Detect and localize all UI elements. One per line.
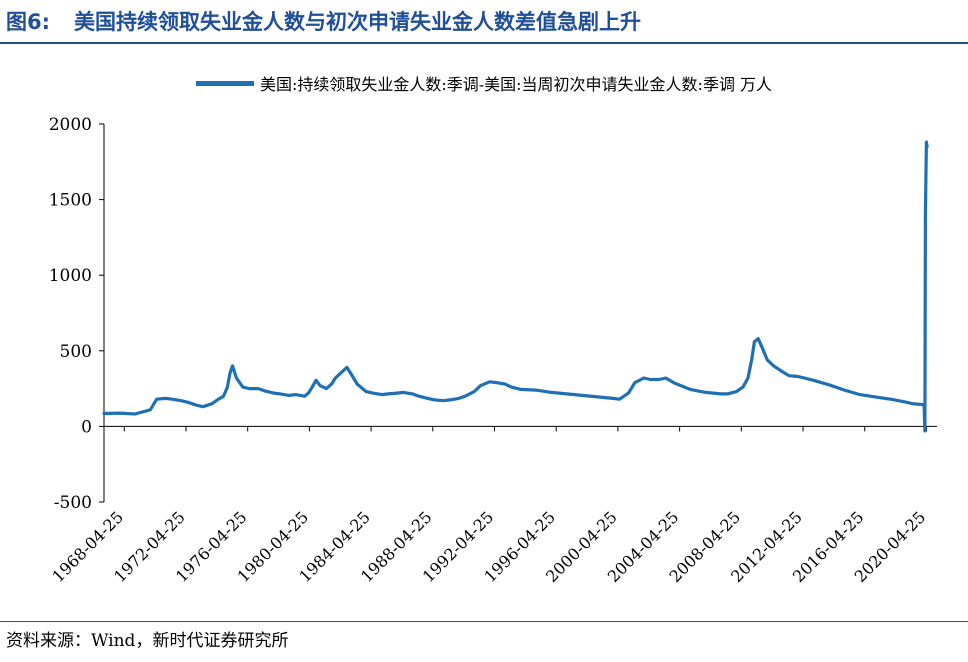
figure-number: 图6:: [6, 10, 51, 34]
source-note: 资料来源：Wind，新时代证券研究所: [6, 631, 289, 651]
y-axis: -500 0 500 1000 1500 2000: [49, 115, 105, 513]
y-tick-label: 500: [60, 342, 92, 362]
legend-label: 美国:持续领取失业金人数:季调-美国:当周初次申请失业金人数:季调 万人: [259, 75, 773, 94]
line-chart: -500 0 500 1000 1500 2000 1968-04-251972-04-2…: [48, 115, 937, 586]
series-line: [102, 140, 929, 433]
figure-title-text: 美国持续领取失业金人数与初次申请失业金人数差值急剧上升: [74, 10, 642, 34]
chart-legend: 美国:持续领取失业金人数:季调-美国:当周初次申请失业金人数:季调 万人: [0, 71, 968, 95]
figure-title: 图6: 美国持续领取失业金人数与初次申请失业金人数差值急剧上升: [0, 0, 968, 42]
y-tick-label: 1500: [49, 191, 92, 211]
y-tick-label: 0: [81, 417, 92, 437]
y-tick-label: -500: [54, 493, 92, 513]
title-divider: [0, 42, 968, 44]
source-divider: [0, 621, 968, 622]
y-tick-label: 2000: [49, 115, 92, 135]
y-tick-label: 1000: [49, 266, 92, 286]
legend-swatch: [195, 80, 254, 86]
x-axis: 1968-04-251972-04-251976-04-251980-04-25…: [48, 425, 937, 586]
series-layer: [102, 140, 929, 433]
